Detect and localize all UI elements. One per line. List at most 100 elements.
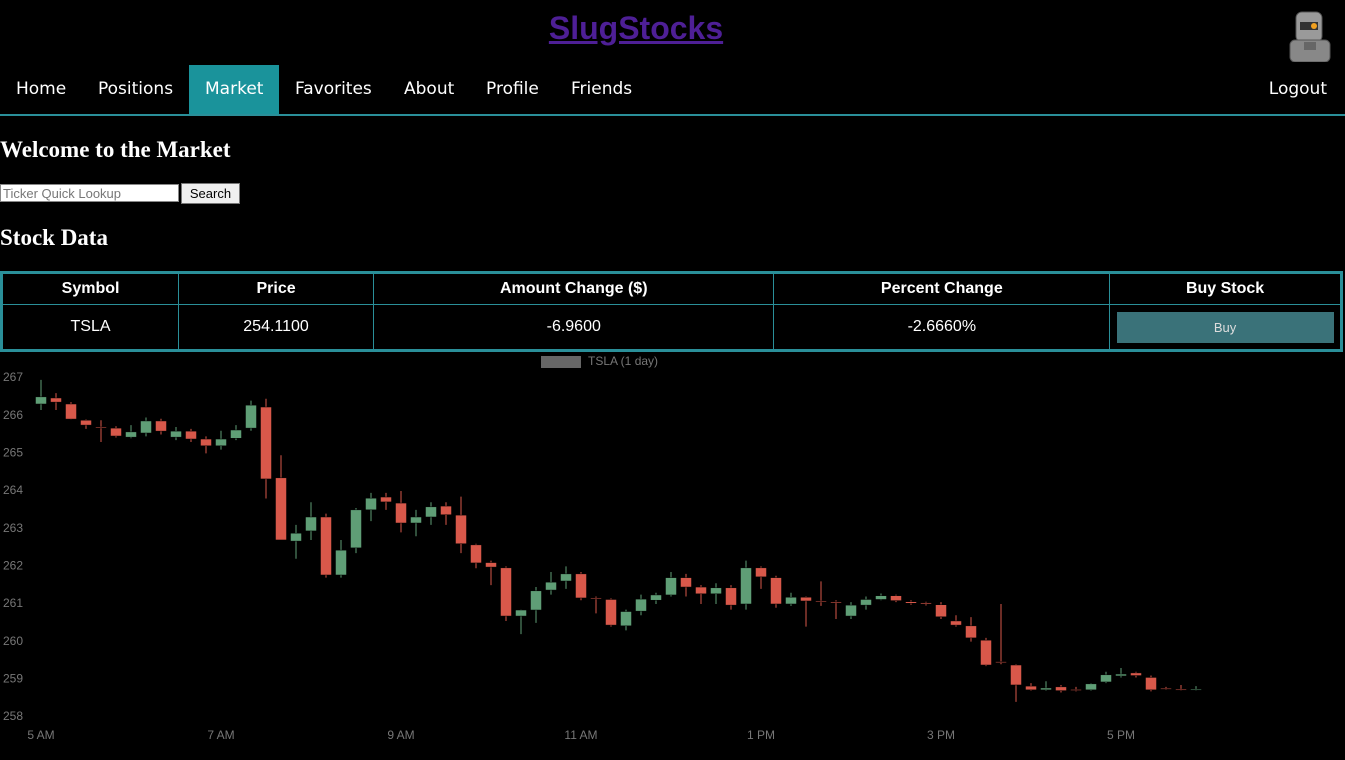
y-tick-label: 260 [3, 634, 23, 648]
candle-body [545, 581, 557, 591]
cell: TSLA [0, 304, 180, 351]
candle-body [305, 516, 317, 532]
candle-body [80, 419, 92, 426]
candle-body [485, 562, 497, 568]
candle-body [470, 544, 482, 564]
avatar[interactable] [1282, 8, 1340, 62]
column-header: Amount Change ($) [373, 272, 775, 305]
nav-link[interactable]: Favorites [295, 79, 372, 99]
candle-body [1145, 677, 1157, 691]
y-tick-label: 259 [3, 671, 23, 685]
candle-body [395, 502, 407, 524]
candle-body [695, 586, 707, 595]
candle-body [260, 406, 272, 480]
column-header: Buy Stock [1109, 272, 1342, 305]
candle-body [725, 587, 737, 606]
candle-body [665, 577, 677, 596]
x-tick-label: 7 AM [207, 728, 234, 742]
navbar: Home Positions Market Favorites About Profile… [0, 65, 1345, 116]
nav-link[interactable]: About [404, 79, 455, 99]
x-tick-label: 5 PM [1107, 728, 1135, 742]
candle-body [530, 590, 542, 611]
candle-body [215, 438, 227, 447]
nav-link[interactable]: Friends [571, 79, 633, 99]
candle-body [860, 599, 872, 606]
x-tick-label: 5 AM [27, 728, 54, 742]
candle-body [620, 611, 632, 627]
search-input[interactable] [0, 184, 179, 202]
nav-link[interactable]: Positions [98, 79, 174, 99]
cell: -6.9600 [373, 304, 775, 351]
candle-body [935, 604, 947, 618]
candle-body [890, 595, 902, 601]
candle-body [1070, 689, 1082, 691]
x-tick-label: 9 AM [387, 728, 414, 742]
search-button[interactable]: Search [181, 183, 240, 204]
cell: -2.6660% [773, 304, 1111, 351]
candle-body [605, 599, 617, 626]
candle-body [980, 639, 992, 666]
header: SlugStocks [0, 0, 1345, 62]
candle-body [1085, 683, 1097, 691]
chart: TSLA (1 day) 258 259 260 261 262 263 264 265 266 2… [3, 354, 1202, 742]
candle-body [1175, 688, 1187, 691]
stock-heading: Stock Data [0, 225, 108, 250]
candle-body [1010, 664, 1022, 686]
buy-button[interactable]: Buy [1116, 311, 1334, 343]
candle-body [590, 597, 602, 600]
candle-body [755, 567, 767, 578]
candle-body [995, 661, 1007, 663]
candle-body [110, 427, 122, 437]
candle-body [425, 506, 437, 518]
y-tick-label: 266 [3, 408, 23, 422]
nav-link[interactable]: Home [16, 79, 67, 99]
cell: Buy [1109, 304, 1342, 351]
candle-body [200, 438, 212, 447]
candle-body [155, 420, 167, 432]
candle-body [875, 595, 887, 600]
x-tick-label: 11 AM [564, 728, 597, 742]
candle-body [95, 426, 107, 429]
column-header: Symbol [0, 272, 180, 305]
candle-body [845, 604, 857, 617]
y-tick-label: 265 [3, 446, 23, 460]
y-tick-label: 264 [3, 483, 23, 497]
candle-body [515, 609, 527, 617]
candle-body [1130, 672, 1142, 676]
logout-link[interactable]: Logout [1268, 79, 1327, 99]
column-header: Percent Change [773, 272, 1111, 305]
welcome-heading: Welcome to the Market [0, 137, 231, 162]
candle-body [455, 514, 467, 544]
data-row: TSLA 254.1100 -6.9600 -2.6660% Buy [0, 304, 1342, 351]
candle-body [635, 598, 647, 612]
legend-swatch [541, 356, 581, 368]
stock-table: Symbol Price Amount Change ($) Percent Chan… [0, 271, 1343, 352]
nav-link[interactable]: Profile [486, 79, 539, 99]
site-title[interactable]: SlugStocks [548, 10, 724, 46]
candle-body [815, 600, 827, 603]
candle-body [680, 577, 692, 588]
candle-body [575, 573, 587, 599]
legend-label: TSLA (1 day) [588, 354, 658, 368]
candle-body [965, 625, 977, 639]
candle-body [290, 532, 302, 542]
candle-body [785, 596, 797, 605]
candle-body [1160, 688, 1172, 690]
candle-body [1055, 686, 1067, 691]
cell: 254.1100 [178, 304, 375, 351]
candle-body [1115, 673, 1127, 677]
x-tick-label: 1 PM [747, 728, 775, 742]
x-tick-label: 3 PM [927, 728, 955, 742]
candle-body [245, 404, 257, 429]
candle-body [560, 573, 572, 582]
candle-body [905, 601, 917, 604]
candle-body [500, 567, 512, 617]
y-tick-label: 261 [3, 596, 23, 610]
candle-body [710, 587, 722, 595]
candle-body [740, 567, 752, 605]
candle-body [1100, 674, 1112, 683]
candle-body [275, 477, 287, 541]
nav-link[interactable]: Market [189, 65, 280, 114]
header-row: Symbol Price Amount Change ($) Percent Chan… [0, 272, 1342, 305]
